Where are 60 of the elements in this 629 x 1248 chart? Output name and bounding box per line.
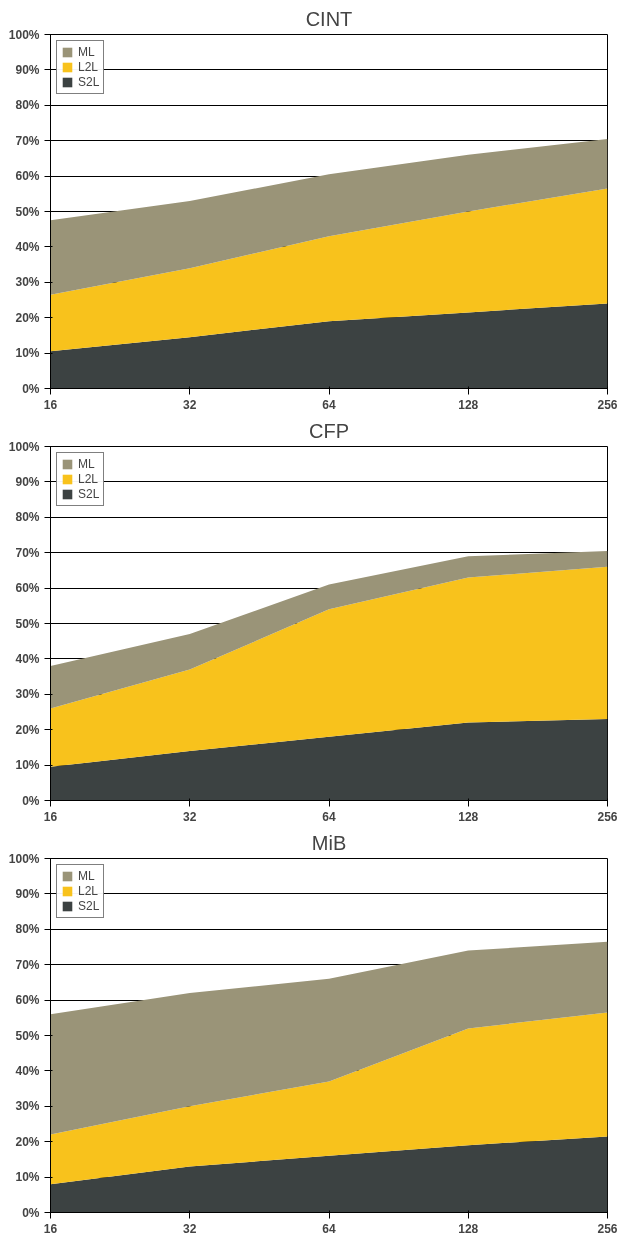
chart-title: CINT [305, 7, 353, 30]
legend-label: ML [78, 457, 96, 471]
legend-label: ML [78, 45, 96, 59]
y-tick-label: 0% [22, 1205, 40, 1220]
legend-label: L2L [78, 60, 99, 74]
legend-label: L2L [78, 884, 99, 898]
y-tick-label: 50% [15, 1028, 40, 1043]
x-tick-label: 128 [458, 1221, 479, 1236]
x-tick-label: 128 [458, 397, 479, 412]
y-tick-label: 40% [15, 651, 40, 666]
y-tick-label: 10% [15, 758, 40, 773]
y-tick-label: 10% [15, 1170, 40, 1185]
y-tick-label: 100% [8, 439, 40, 454]
y-tick-label: 90% [15, 62, 40, 77]
y-tick-label: 70% [15, 957, 40, 972]
y-tick-label: 60% [15, 581, 40, 596]
x-tick-label: 16 [43, 1221, 58, 1236]
y-tick-label: 20% [15, 310, 40, 325]
y-tick-label: 60% [15, 169, 40, 184]
x-tick-label: 64 [322, 809, 336, 824]
y-tick-label: 50% [15, 616, 40, 631]
y-tick-label: 40% [15, 239, 40, 254]
y-tick-label: 100% [8, 851, 40, 866]
x-tick-label: 16 [43, 397, 58, 412]
x-tick-label: 256 [597, 397, 618, 412]
y-tick-label: 10% [15, 346, 40, 361]
y-tick-label: 90% [15, 886, 40, 901]
y-tick-label: 80% [15, 922, 40, 937]
y-tick-label: 0% [22, 381, 40, 396]
x-tick-label: 32 [183, 809, 197, 824]
y-tick-label: 40% [15, 1063, 40, 1078]
y-tick-label: 70% [15, 545, 40, 560]
y-tick-label: 90% [15, 474, 40, 489]
x-tick-label: 32 [183, 1221, 197, 1236]
y-tick-label: 80% [15, 510, 40, 525]
chart-title: MiB [311, 831, 347, 854]
y-tick-label: 70% [15, 133, 40, 148]
y-tick-label: 60% [15, 993, 40, 1008]
legend-label: S2L [78, 75, 100, 89]
y-tick-label: 0% [22, 793, 40, 808]
legend-label: S2L [78, 899, 100, 913]
y-tick-label: 50% [15, 204, 40, 219]
y-tick-label: 30% [15, 1099, 40, 1114]
x-tick-label: 64 [322, 397, 336, 412]
y-tick-label: 80% [15, 98, 40, 113]
legend-label: ML [78, 869, 96, 883]
legend-label: S2L [78, 487, 100, 501]
y-tick-label: 20% [15, 1134, 40, 1149]
legend-label: L2L [78, 472, 99, 486]
y-tick-label: 100% [8, 27, 40, 42]
x-tick-label: 64 [322, 1221, 336, 1236]
y-tick-label: 30% [15, 275, 40, 290]
x-tick-label: 128 [458, 809, 479, 824]
y-tick-label: 30% [15, 687, 40, 702]
x-tick-label: 16 [43, 809, 58, 824]
chart-title: CFP [309, 419, 349, 442]
x-tick-label: 256 [597, 809, 618, 824]
y-tick-label: 20% [15, 722, 40, 737]
x-tick-label: 32 [183, 397, 197, 412]
x-tick-label: 256 [597, 1221, 618, 1236]
